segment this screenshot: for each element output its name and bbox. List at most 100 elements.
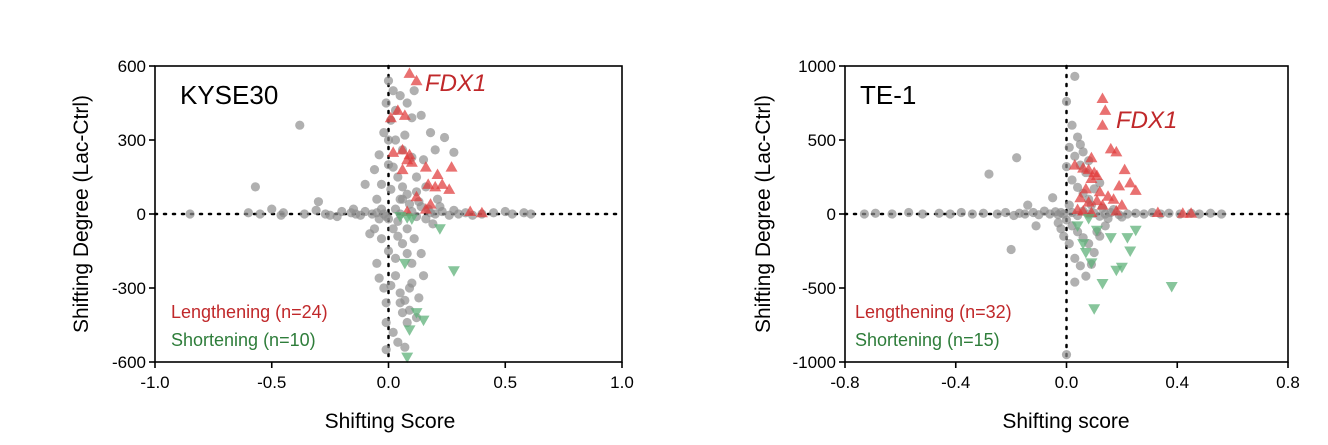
kyse30-lengthening-point (410, 190, 423, 202)
kyse30-lengthening-point (391, 104, 404, 115)
te1-shortening-point (1079, 247, 1092, 259)
te1-unchanged-point (984, 169, 994, 179)
te1-lengthening-point (1110, 145, 1123, 157)
kyse30-unchanged-point (397, 182, 408, 192)
kyse30-unchanged-point (255, 209, 265, 219)
te1-y-tick-label: 500 (808, 131, 836, 150)
kyse30-unchanged-point (402, 224, 412, 234)
kyse30-unchanged-point (388, 327, 398, 337)
kyse30-y-axis-title: Shifting Degree (Lac-Ctrl) (70, 95, 93, 333)
kyse30-x-tick-label: 0.5 (493, 373, 517, 392)
te1-lengthening-point (1085, 151, 1098, 163)
kyse30-unchanged-point (379, 128, 389, 138)
kyse30-unchanged-point (414, 293, 424, 303)
te1-unchanged-point (1064, 142, 1074, 152)
kyse30-shortening-point (398, 258, 411, 270)
te1-unchanged-point (1006, 244, 1016, 255)
kyse30-unchanged-point (409, 234, 419, 244)
kyse30-unchanged-point (390, 271, 401, 281)
te1-shortening-point (1082, 213, 1095, 225)
te1-y-tick-label: 0 (827, 205, 836, 224)
kyse30-unchanged-point (488, 208, 499, 218)
te1-lengthening-point (1085, 172, 1098, 183)
te1-unchanged-point (1020, 209, 1030, 219)
te1-lengthening-point (1113, 179, 1126, 191)
kyse30-lengthening-point (405, 156, 418, 167)
kyse30-unchanged-point (449, 147, 459, 157)
kyse30-fdx1-label: FDX1 (425, 70, 486, 97)
te1-shortening-point (1124, 246, 1137, 257)
kyse30-shortening-point (403, 325, 416, 336)
te1-lengthening-point (1093, 185, 1106, 197)
kyse30-shortening-point (405, 214, 418, 225)
kyse30-shortening-point (401, 352, 414, 364)
kyse30-y-tick-label: 300 (118, 131, 146, 150)
kyse30-shortening-count: Shortening (n=10) (171, 330, 316, 350)
kyse30-unchanged-point (390, 135, 401, 145)
kyse30-lengthening-point (419, 203, 432, 214)
kyse30-lengthening-point (436, 178, 449, 189)
kyse30-unchanged-point (409, 86, 419, 96)
kyse30-unchanged-point (386, 280, 396, 291)
kyse30-lengthening-point (445, 161, 458, 172)
te1-x-tick-label: 0.0 (1055, 373, 1079, 392)
te1-lengthening-point (1185, 207, 1198, 218)
kyse30-unchanged-point (381, 98, 391, 108)
kyse30-unchanged-point (404, 283, 415, 293)
kyse30-x-tick-label: -0.5 (257, 373, 286, 392)
te1-marks (843, 64, 1290, 364)
te1-unchanged-point (870, 208, 881, 218)
te1-unchanged-point (1070, 151, 1080, 161)
te1-lengthening-point (1096, 119, 1109, 130)
te1-lengthening-point (1107, 193, 1120, 204)
te1-unchanged-point (1064, 239, 1074, 249)
kyse30-unchanged-point (383, 246, 394, 256)
te1-lengthening-point (1074, 191, 1087, 203)
kyse30-unchanged-point (325, 210, 335, 220)
te1-lengthening-point (1077, 205, 1090, 216)
kyse30-unchanged-point (243, 208, 253, 218)
te1-panel-title: TE-1 (860, 80, 916, 110)
te1-x-tick-label: 0.4 (1165, 373, 1189, 392)
kyse30-unchanged-point (185, 209, 195, 219)
kyse30-unchanged-point (425, 128, 436, 138)
kyse30-unchanged-point (402, 248, 412, 259)
kyse30-unchanged-point (360, 206, 370, 217)
te1-lengthening-point (1124, 176, 1137, 188)
te1-unchanged-point (1072, 132, 1083, 142)
te1-lengthening-point (1099, 104, 1112, 115)
te1-fdx1-label: FDX1 (1116, 107, 1177, 134)
te1-shortening-point (1115, 262, 1128, 274)
kyse30-shortening-point (433, 224, 446, 235)
kyse30-unchanged-point (383, 135, 394, 145)
te1-unchanged-point (1031, 221, 1041, 231)
te1-unchanged-point (956, 207, 966, 218)
kyse30-unchanged-point (337, 206, 347, 217)
kyse30-lengthening-point (387, 146, 400, 157)
kyse30-unchanged-point (395, 91, 405, 101)
te1-shortening-point (1104, 233, 1117, 244)
kyse30-x-tick-label: -1.0 (140, 373, 169, 392)
te1-unchanged-point (859, 209, 869, 219)
kyse30-unchanged-point (393, 337, 403, 347)
kyse30-unchanged-point (395, 298, 405, 308)
kyse30-unchanged-point (374, 150, 384, 160)
kyse30-unchanged-point (386, 184, 396, 194)
kyse30-y-tick-label: 0 (137, 205, 146, 224)
kyse30-unchanged-point (402, 98, 412, 108)
kyse30-unchanged-point (278, 208, 289, 218)
kyse30-unchanged-point (299, 209, 310, 219)
kyse30-unchanged-point (395, 194, 405, 204)
te1-lengthening-point (1118, 163, 1131, 175)
kyse30-lengthening-point (419, 161, 432, 172)
te1-lengthening-point (1176, 207, 1189, 218)
kyse30-unchanged-point (432, 194, 443, 204)
te1-lengthening-point (1115, 199, 1128, 210)
te1-shortening-point (1121, 233, 1134, 244)
te1-lengthening-point (1079, 182, 1092, 194)
kyse30-y-tick-label: 600 (118, 57, 146, 76)
te1-unchanged-point (1048, 193, 1058, 203)
kyse30-unchanged-point (453, 209, 464, 219)
te1-unchanged-point (887, 209, 897, 219)
